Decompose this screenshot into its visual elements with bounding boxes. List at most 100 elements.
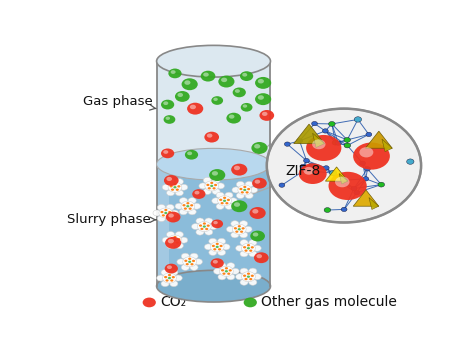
Circle shape [157, 205, 165, 210]
Circle shape [164, 115, 175, 124]
Circle shape [227, 263, 235, 269]
Circle shape [161, 270, 169, 276]
Circle shape [165, 237, 181, 249]
Circle shape [344, 143, 351, 148]
Circle shape [212, 245, 215, 247]
Circle shape [255, 180, 260, 184]
Circle shape [205, 229, 213, 235]
Circle shape [234, 202, 240, 207]
Circle shape [216, 246, 219, 248]
Circle shape [233, 88, 246, 97]
Circle shape [354, 190, 360, 195]
Circle shape [170, 185, 173, 187]
Circle shape [309, 163, 315, 168]
Circle shape [231, 221, 239, 227]
Circle shape [332, 140, 339, 145]
Circle shape [231, 200, 247, 212]
Circle shape [323, 166, 329, 170]
Polygon shape [156, 164, 271, 286]
Circle shape [175, 232, 183, 238]
Circle shape [165, 279, 169, 282]
Circle shape [213, 260, 218, 264]
Polygon shape [312, 133, 324, 147]
Circle shape [161, 281, 169, 287]
Circle shape [210, 185, 213, 187]
Circle shape [363, 177, 369, 181]
Circle shape [205, 181, 219, 191]
Circle shape [335, 177, 349, 187]
Circle shape [181, 253, 189, 259]
Circle shape [227, 274, 235, 280]
Circle shape [206, 184, 210, 186]
Circle shape [240, 268, 248, 274]
Circle shape [203, 222, 206, 225]
Circle shape [166, 212, 181, 222]
Circle shape [262, 112, 267, 116]
Polygon shape [326, 167, 348, 181]
Circle shape [239, 188, 243, 190]
Circle shape [247, 188, 250, 190]
Circle shape [242, 227, 245, 230]
Circle shape [176, 241, 179, 244]
Circle shape [249, 268, 257, 274]
Circle shape [173, 236, 177, 238]
Circle shape [227, 226, 235, 232]
Circle shape [329, 170, 337, 176]
Circle shape [239, 232, 248, 238]
Circle shape [166, 177, 172, 181]
Circle shape [227, 272, 230, 275]
Circle shape [192, 260, 195, 262]
Circle shape [300, 164, 306, 169]
Circle shape [246, 191, 249, 194]
Circle shape [168, 69, 182, 78]
Ellipse shape [156, 148, 271, 180]
Circle shape [245, 278, 247, 280]
Circle shape [212, 187, 216, 189]
Circle shape [222, 272, 226, 275]
Circle shape [236, 245, 244, 251]
Circle shape [236, 274, 244, 280]
Circle shape [353, 143, 390, 170]
Circle shape [247, 247, 250, 249]
Circle shape [258, 95, 264, 100]
Circle shape [175, 243, 183, 249]
Circle shape [222, 244, 230, 250]
Circle shape [161, 149, 174, 158]
Circle shape [176, 189, 179, 191]
Circle shape [243, 189, 246, 191]
Circle shape [360, 161, 365, 165]
Circle shape [211, 96, 223, 105]
Text: Gas phase: Gas phase [83, 95, 156, 110]
Circle shape [232, 224, 246, 234]
Circle shape [240, 240, 248, 246]
Circle shape [181, 264, 189, 270]
Circle shape [366, 132, 372, 137]
Circle shape [322, 129, 328, 133]
Circle shape [168, 274, 171, 276]
Circle shape [225, 270, 228, 272]
Circle shape [344, 138, 350, 142]
Circle shape [199, 225, 202, 227]
Circle shape [234, 227, 237, 230]
Circle shape [259, 110, 274, 121]
Circle shape [188, 258, 191, 260]
Circle shape [258, 79, 264, 83]
Circle shape [251, 246, 254, 249]
Circle shape [207, 133, 212, 138]
Circle shape [210, 258, 224, 268]
Circle shape [173, 183, 177, 186]
Polygon shape [254, 164, 271, 286]
Circle shape [221, 77, 227, 82]
Circle shape [213, 98, 218, 101]
Circle shape [210, 242, 224, 252]
Circle shape [255, 93, 271, 105]
Circle shape [209, 224, 217, 230]
Circle shape [186, 202, 190, 205]
Circle shape [168, 277, 171, 279]
Circle shape [167, 265, 172, 269]
Circle shape [303, 158, 310, 163]
Circle shape [187, 103, 203, 115]
Polygon shape [339, 174, 348, 184]
Circle shape [187, 151, 192, 155]
Circle shape [191, 224, 200, 230]
